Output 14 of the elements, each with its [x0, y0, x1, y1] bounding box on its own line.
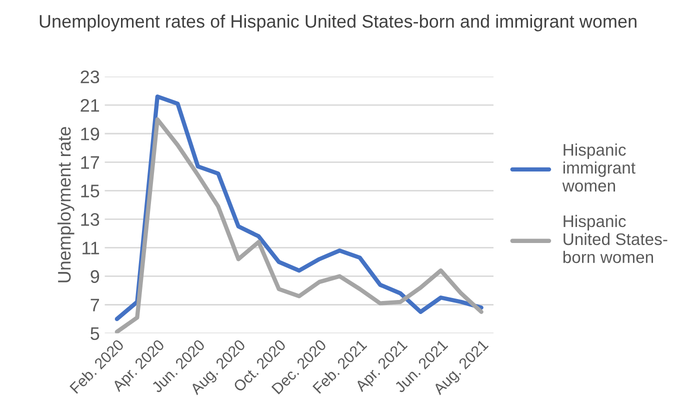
y-tick-label: 13: [81, 213, 100, 226]
y-tick-label: 5: [90, 327, 100, 340]
y-tick-label: 19: [81, 128, 100, 140]
y-tick-label: 17: [81, 156, 100, 169]
legend-label: Hispanic immigrant women: [562, 143, 636, 192]
y-tick-label: 15: [81, 184, 100, 198]
y-tick-label: 11: [82, 242, 100, 254]
y-tick-label: 9: [90, 270, 100, 283]
y-tick-label: 7: [90, 298, 100, 312]
y-tick-label: 21: [80, 99, 100, 112]
y-axis-title: Unemployment rate: [57, 126, 74, 282]
chart-title: Unemployment rates of Hispanic United States-born and immigrant women: [40, 14, 636, 32]
legend-label: Hispanic United States- born women: [563, 214, 668, 264]
y-tick-label: 23: [80, 70, 100, 84]
